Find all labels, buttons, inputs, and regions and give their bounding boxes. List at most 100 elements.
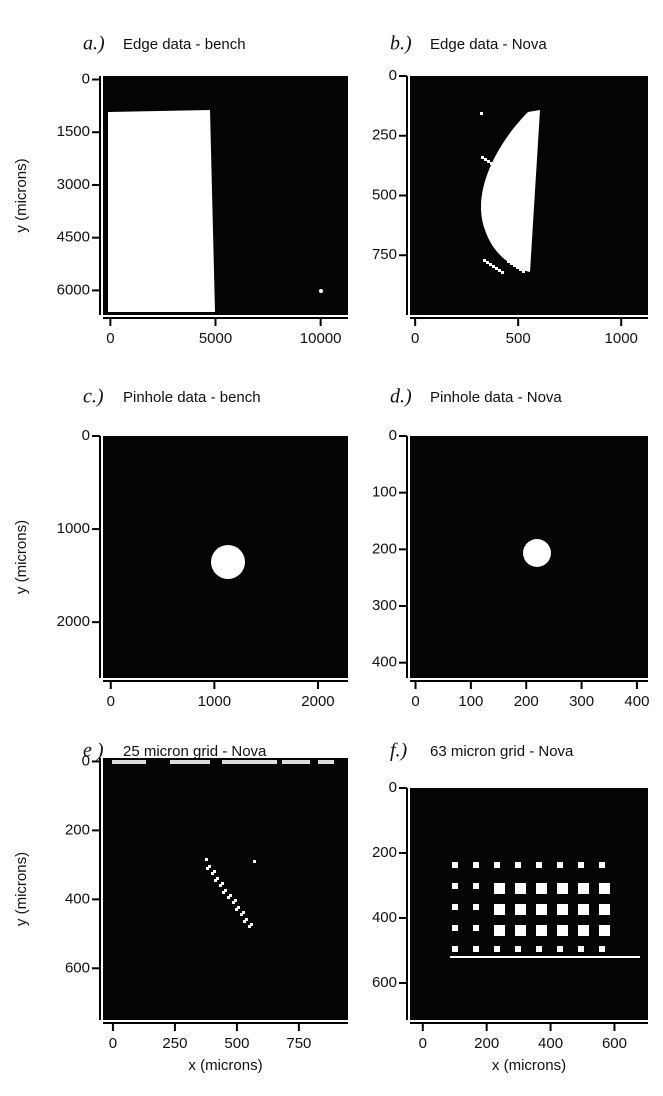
image-feature [221, 882, 224, 885]
y-tick-label: 0 [389, 779, 397, 796]
image-feature [515, 946, 521, 952]
image-feature [483, 259, 486, 262]
y-tick-label: 4500 [57, 229, 90, 246]
image-feature [282, 760, 310, 764]
y-tick-label: 0 [82, 427, 90, 444]
image-feature [229, 894, 232, 897]
x-tick-label: 10000 [300, 330, 342, 347]
image-feature [473, 883, 479, 889]
y-tick-label: 0 [82, 752, 90, 769]
image-feature [213, 870, 216, 873]
image-feature [250, 923, 253, 926]
image-feature [503, 214, 506, 217]
image-feature [514, 163, 517, 166]
image-feature [248, 925, 251, 928]
image-feature [518, 209, 521, 212]
image-feature [473, 862, 479, 868]
image-feature [536, 946, 542, 952]
image-feature [227, 896, 230, 899]
panel: 0 1000 2000 0 1000 2000 c.) Pinhole data - benc… [13, 386, 348, 710]
image-feature [481, 156, 484, 159]
y-tick-label: 100 [372, 484, 397, 501]
image-feature [557, 862, 563, 868]
image-feature [505, 157, 508, 160]
panel-title: 25 micron grid - Nova [123, 743, 267, 760]
image-feature [452, 883, 458, 889]
panel-label: d.) [390, 386, 412, 408]
image-feature [240, 913, 243, 916]
y-tick-label: 3000 [57, 176, 90, 193]
image-feature [243, 920, 246, 923]
image-feature [484, 158, 487, 161]
image-feature [452, 946, 458, 952]
image-feature [491, 206, 494, 209]
x-axis-label: x (microns) [492, 1057, 566, 1074]
x-tick-label: 1000 [605, 330, 638, 347]
y-tick-label: 6000 [57, 281, 90, 298]
image-feature [524, 213, 527, 216]
image-feature [452, 925, 458, 931]
image-feature [473, 925, 479, 931]
x-tick-label: 0 [109, 1035, 117, 1052]
image-feature [557, 904, 568, 915]
image-feature [578, 883, 589, 894]
y-tick-label: 0 [389, 67, 397, 84]
x-axis-label: x (microns) [188, 1057, 262, 1074]
x-tick-label: 400 [538, 1035, 563, 1052]
image-feature [557, 946, 563, 952]
image-feature [482, 215, 485, 218]
panel-label: b.) [390, 33, 412, 55]
image-feature [599, 883, 610, 894]
image-feature [473, 904, 479, 910]
y-tick-label: 500 [372, 186, 397, 203]
y-tick-label: 1500 [57, 123, 90, 140]
panel: 0 250 500 750 0 200 400 600 e ) 25 micron grid - … [13, 740, 348, 1074]
x-tick-label: 500 [506, 330, 531, 347]
image-feature [499, 153, 502, 156]
y-tick-label: 0 [389, 427, 397, 444]
image-feature [235, 908, 238, 911]
image-feature [516, 266, 519, 269]
image-feature [502, 155, 505, 158]
y-tick-label: 0 [82, 70, 90, 87]
image-feature [536, 862, 542, 868]
image-feature [500, 212, 503, 215]
panel-title: Pinhole data - Nova [430, 389, 562, 406]
image-feature [515, 862, 521, 868]
panel-label: e ) [83, 740, 104, 762]
image-feature [222, 891, 225, 894]
image-feature [452, 904, 458, 910]
y-axis-label: y (microns) [13, 520, 30, 594]
y-tick-label: 600 [65, 959, 90, 976]
x-tick-label: 0 [411, 693, 419, 710]
y-tick-label: 400 [372, 909, 397, 926]
image-feature [599, 925, 610, 936]
image-feature [578, 904, 589, 915]
x-tick-label: 300 [569, 693, 594, 710]
panel-title: Pinhole data - bench [123, 389, 261, 406]
panel-label: f.) [390, 740, 408, 762]
image-feature [108, 110, 215, 312]
image-feature [206, 867, 209, 870]
image-feature [557, 925, 568, 936]
image-feature [211, 545, 245, 579]
y-tick-label: 200 [372, 844, 397, 861]
image-feature [513, 264, 516, 267]
image-feature [318, 760, 334, 764]
image-feature [245, 918, 248, 921]
image-feature [216, 877, 219, 880]
image-feature [515, 207, 518, 210]
image-feature [253, 860, 256, 863]
x-tick-label: 0 [419, 1035, 427, 1052]
image-feature [498, 269, 501, 272]
image-feature [599, 862, 605, 868]
image-feature [490, 162, 493, 165]
x-tick-label: 750 [286, 1035, 311, 1052]
image-feature [519, 268, 522, 271]
image-feature [494, 925, 505, 936]
image-feature [578, 862, 584, 868]
image-feature [232, 901, 235, 904]
panel-label: a.) [83, 33, 105, 55]
panel: 0 200 400 600 0 200 400 600 f.) 63 micron grid - … [372, 740, 648, 1074]
image-feature [492, 265, 495, 268]
